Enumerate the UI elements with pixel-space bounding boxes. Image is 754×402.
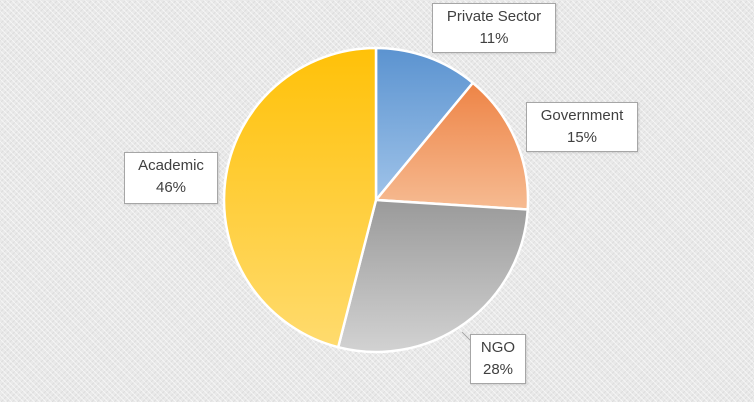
callout-government-label: Government	[540, 107, 624, 124]
leader-line-ngo	[461, 331, 471, 341]
pie-slice-ngo	[336, 198, 529, 354]
pie-slice-academic	[222, 46, 378, 349]
callout-ngo-value: 28%	[482, 361, 514, 378]
callout-government: Government 15%	[526, 102, 638, 152]
callout-private-sector-label: Private Sector	[446, 8, 542, 25]
pie-slice-private-sector	[374, 46, 475, 202]
leader-lines	[461, 331, 471, 341]
callout-academic-value: 46%	[155, 179, 187, 196]
pie-slices	[222, 46, 530, 354]
callout-ngo: NGO 28%	[470, 334, 526, 384]
callout-private-sector: Private Sector 11%	[432, 3, 556, 53]
callout-ngo-label: NGO	[480, 339, 516, 356]
callout-academic-label: Academic	[138, 157, 204, 174]
callout-government-value: 15%	[566, 129, 598, 146]
callout-academic: Academic 46%	[124, 152, 218, 204]
callout-private-sector-value: 11%	[479, 30, 509, 47]
pie-slice-government	[374, 81, 530, 211]
